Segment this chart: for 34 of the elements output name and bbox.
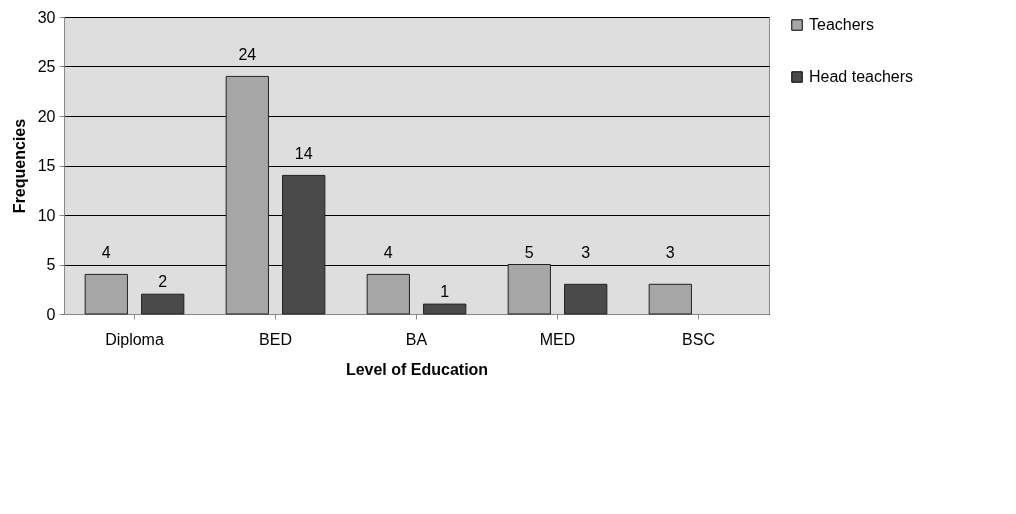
y-tick-label: 5 — [46, 256, 56, 273]
data-label: 1 — [440, 283, 450, 301]
bar — [648, 283, 692, 315]
x-tick-label: BED — [259, 330, 292, 348]
bar — [141, 293, 185, 315]
y-tick-label: 20 — [37, 107, 56, 125]
data-label: 3 — [665, 243, 675, 261]
x-tick-label: Diploma — [105, 330, 164, 348]
x-axis-title: Level of Education — [345, 360, 489, 378]
y-tick-label: 10 — [37, 206, 56, 224]
x-tick-label: BSC — [682, 330, 715, 348]
bar — [282, 174, 326, 315]
data-label: 5 — [524, 243, 534, 261]
y-tick-label: 30 — [37, 8, 56, 26]
y-tick-label: 15 — [37, 157, 56, 174]
x-tick-label: BA — [405, 330, 428, 348]
y-tick-label: 25 — [37, 58, 56, 75]
data-label: 14 — [294, 144, 313, 162]
y-axis-title: Frequencies — [10, 118, 28, 214]
legend-label: Head teachers — [809, 68, 914, 85]
data-label: 2 — [158, 273, 168, 291]
data-label: 3 — [581, 243, 591, 261]
data-label: 4 — [101, 243, 111, 261]
bar — [84, 273, 128, 315]
legend-label: Teachers — [809, 16, 874, 33]
bar — [423, 303, 467, 315]
bar — [366, 273, 410, 315]
data-label: 24 — [238, 45, 257, 63]
bar — [507, 264, 551, 315]
bar — [225, 75, 269, 315]
data-label: 4 — [383, 243, 393, 261]
x-tick-label: MED — [539, 330, 576, 348]
bar — [564, 283, 608, 315]
y-tick-label: 0 — [46, 305, 56, 323]
